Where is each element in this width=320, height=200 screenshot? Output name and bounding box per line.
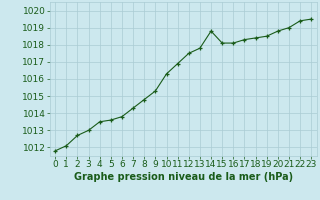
X-axis label: Graphe pression niveau de la mer (hPa): Graphe pression niveau de la mer (hPa) [74,172,293,182]
